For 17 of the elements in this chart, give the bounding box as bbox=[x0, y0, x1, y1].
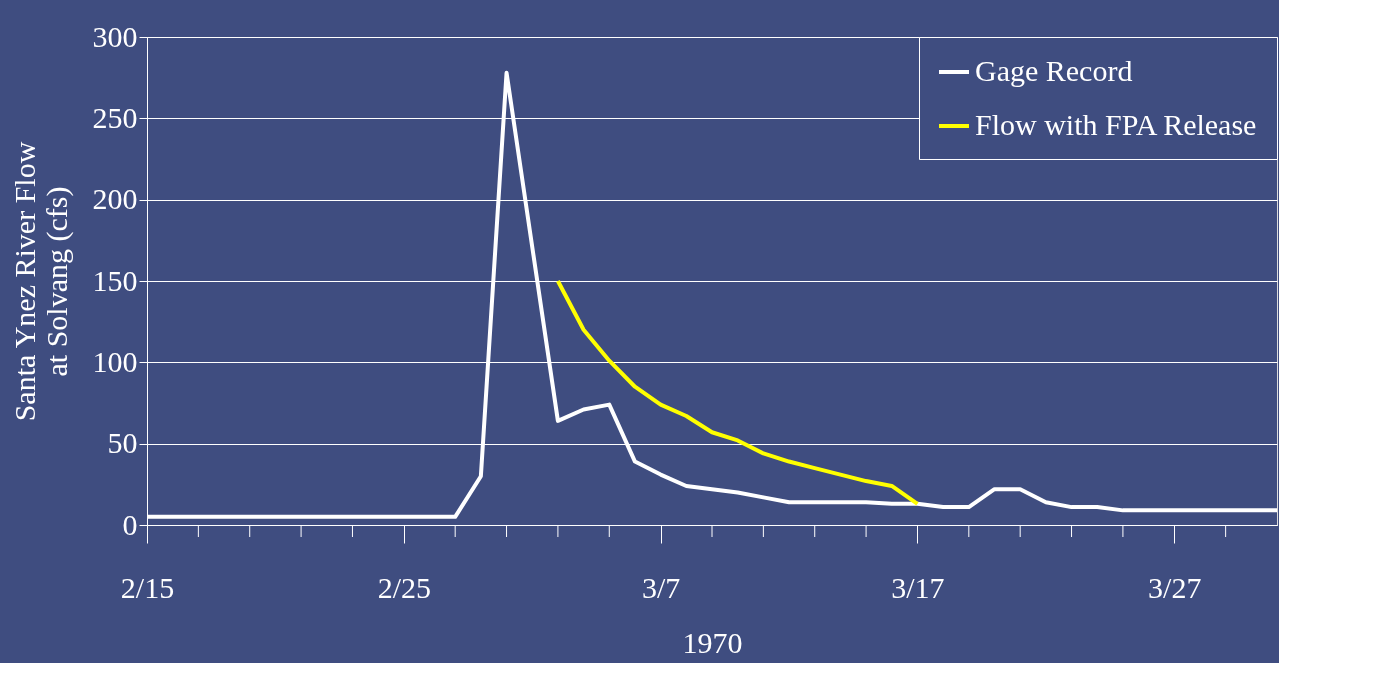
y-axis-title: Santa Ynez River Flow at Solvang (cfs) bbox=[7, 141, 74, 422]
x-tick-label: 2/25 bbox=[377, 570, 431, 604]
legend-label: Flow with FPA Release bbox=[975, 108, 1257, 141]
x-axis-title: 1970 bbox=[682, 625, 743, 659]
y-tick-label: 50 bbox=[107, 426, 138, 460]
legend-label: Gage Record bbox=[975, 54, 1133, 87]
x-tick-label: 3/7 bbox=[641, 570, 681, 604]
y-tick-label: 100 bbox=[92, 344, 138, 378]
y-tick-label: 250 bbox=[92, 100, 138, 134]
x-tick-label: 2/15 bbox=[120, 570, 175, 604]
line-series bbox=[555, 279, 920, 506]
y-tick-label: 300 bbox=[92, 19, 138, 53]
x-tick-label: 3/17 bbox=[891, 570, 945, 604]
y-tick-label: 150 bbox=[92, 263, 138, 297]
x-tick-label: 3/27 bbox=[1148, 570, 1202, 604]
y-tick-label: 200 bbox=[92, 182, 138, 216]
y-tick-label: 0 bbox=[122, 507, 138, 541]
